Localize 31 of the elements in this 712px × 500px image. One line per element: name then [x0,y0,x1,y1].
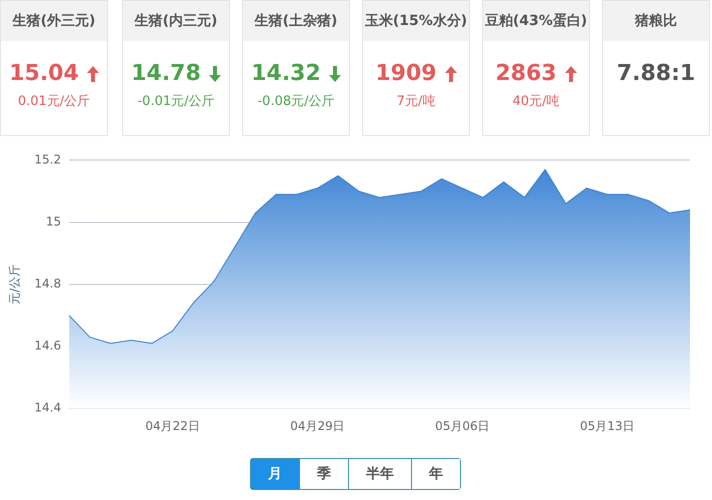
y-tick-label: 14.8 [34,276,62,291]
y-tick-label: 14.4 [34,400,62,415]
text: 0.01元/公斤 [16,93,92,110]
text: 月 [251,459,299,489]
text: 季 [299,459,348,489]
text: 2863 [495,61,557,86]
text: -0.08元/公斤 [256,93,336,110]
text: 年 [411,459,460,489]
y-tick-label: 15.2 [34,152,62,166]
text: 15.04 [9,61,79,86]
text: -0.01元/公斤 [136,93,216,110]
y-tick-label: 14.6 [34,338,62,353]
x-tick-label: 05月06日 [435,418,490,433]
text: 1909 [375,61,437,86]
category-label: 玉米(15%水分) [363,1,469,41]
x-tick-label: 04月29日 [290,418,345,433]
x-tick-label: 04月22日 [145,418,200,433]
category-label: 生猪(土杂猪) [243,1,349,41]
category-label: 豆粕(43%蛋白) [483,1,589,41]
text: 7元/吨 [396,93,436,110]
x-tick-label: 05月13日 [580,418,634,433]
y-axis-title: 元/公斤 [7,264,22,304]
category-label: 生猪(内三元) [123,1,229,41]
text: 14.32 [251,61,321,86]
y-tick-label: 15 [46,214,62,228]
text: 40元/吨 [512,93,560,110]
text: 7.88:1 [616,61,696,86]
text: 14.78 [131,61,201,86]
category-label: 生猪(外三元) [1,1,107,41]
text: 半年 [348,459,411,489]
category-label: 猪粮比 [603,1,709,41]
